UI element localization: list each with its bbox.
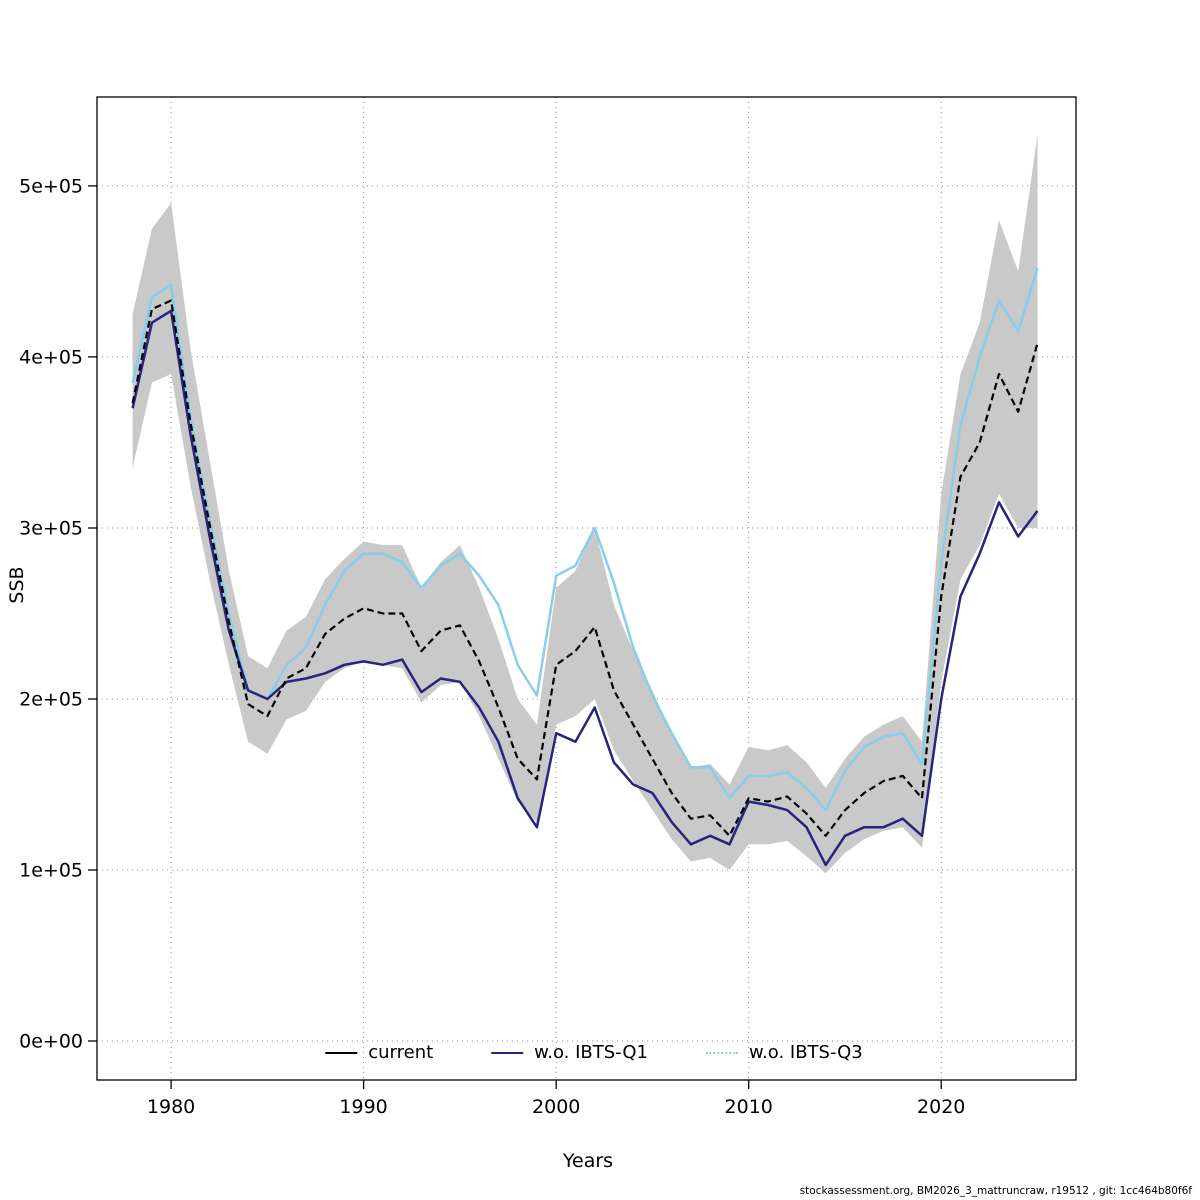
legend: current w.o. IBTS-Q1 w.o. IBTS-Q3: [325, 1042, 863, 1063]
legend-label-wo-ibts-q3: w.o. IBTS-Q3: [748, 1042, 863, 1063]
legend-item-wo-ibts-q3: w.o. IBTS-Q3: [705, 1042, 863, 1063]
confidence-band: [132, 134, 1038, 874]
legend-label-wo-ibts-q1: w.o. IBTS-Q1: [534, 1042, 648, 1063]
legend-line-current: [325, 1051, 358, 1054]
y-tick-label: 5e+05: [19, 175, 83, 197]
legend-label-current: current: [368, 1042, 434, 1063]
y-tick-label: 0e+00: [19, 1031, 83, 1053]
y-tick-label: 3e+05: [19, 518, 83, 540]
y-axis-title: SSB: [6, 566, 28, 604]
x-tick-label: 2020: [917, 1096, 965, 1118]
series-line-current: [131, 299, 1039, 837]
x-tick-label: 2000: [532, 1096, 580, 1118]
grid-lines: [97, 97, 1076, 1080]
x-tick-label: 1990: [339, 1096, 387, 1118]
legend-item-wo-ibts-q1: w.o. IBTS-Q1: [491, 1042, 648, 1063]
footer-note: stockassessment.org, BM2026_3_mattruncra…: [799, 1185, 1192, 1197]
y-tick-label: 2e+05: [19, 689, 83, 711]
x-axis-title: Years: [562, 1150, 614, 1172]
x-tick-label: 2010: [725, 1096, 773, 1118]
legend-item-current: current: [325, 1042, 433, 1063]
axes: 1980 1990 2000 2010 2020 0e+00 1e+05 2e+05 3e+05…: [19, 96, 1077, 1118]
y-tick-label: 4e+05: [19, 346, 83, 368]
y-tick-label: 1e+05: [19, 860, 83, 882]
legend-line-wo-ibts-q1: [491, 1051, 524, 1054]
series-line-wo-ibts-q3: [131, 267, 1039, 812]
legend-line-wo-ibts-q3: [705, 1051, 738, 1054]
x-tick-label: 1980: [147, 1096, 195, 1118]
